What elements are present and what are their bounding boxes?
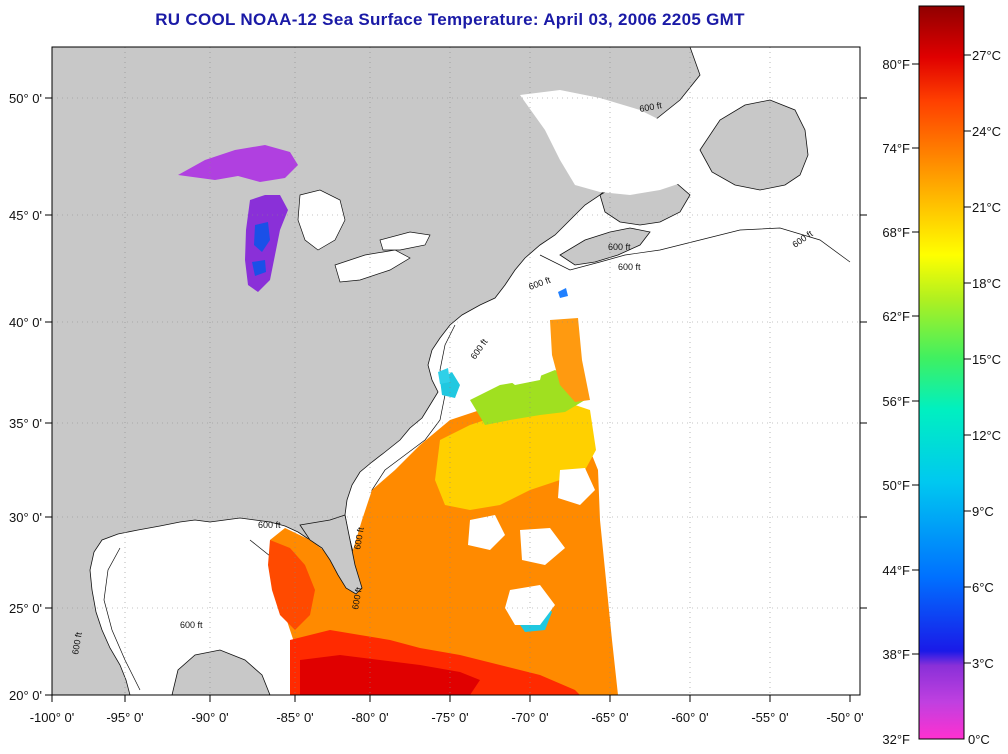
land-yucatan xyxy=(171,649,271,695)
fahrenheit-label: 80°F xyxy=(882,57,910,72)
celsius-label: 15°C xyxy=(972,352,1001,367)
contour-label: 600 ft xyxy=(258,520,281,530)
lake-ontario xyxy=(379,231,431,251)
fahrenheit-label: 56°F xyxy=(882,394,910,409)
lat-axis: 50° 0' 45° 0' 40° 0' 35° 0' 30° 0' 25° 0… xyxy=(9,91,42,703)
lat-tick-label: 30° 0' xyxy=(9,510,42,525)
fahrenheit-label: 32°F xyxy=(882,732,910,747)
celsius-label: 24°C xyxy=(972,124,1001,139)
celsius-label: 0°C xyxy=(968,732,990,747)
contour-label: 600 ft xyxy=(608,242,631,252)
plot-frame xyxy=(51,46,861,696)
fahrenheit-label: 50°F xyxy=(882,478,910,493)
celsius-label: 12°C xyxy=(972,428,1001,443)
celsius-label: 18°C xyxy=(972,276,1001,291)
celsius-label: 27°C xyxy=(972,48,1001,63)
sst-east-edge-orange xyxy=(550,318,590,402)
lat-tick-label: 50° 0' xyxy=(9,91,42,106)
sst-chesapeake-cyan xyxy=(438,368,450,384)
contour-label: 600 ft xyxy=(70,631,84,655)
sst-white-clouds xyxy=(468,345,595,625)
celsius-label: 21°C xyxy=(972,200,1001,215)
land-nova-scotia xyxy=(559,227,651,266)
lat-tick-label: 45° 0' xyxy=(9,208,42,223)
lon-tick-label: -70° 0' xyxy=(511,710,548,725)
colorbar-celsius-labels: 27°C 24°C 21°C 18°C 15°C 12°C 9°C 6°C 3°… xyxy=(968,48,1001,747)
lake-erie xyxy=(334,249,411,283)
lon-tick-label: -90° 0' xyxy=(191,710,228,725)
fahrenheit-label: 38°F xyxy=(882,647,910,662)
colorbar xyxy=(918,5,965,740)
lon-tick-label: -85° 0' xyxy=(276,710,313,725)
land-florida xyxy=(299,514,363,595)
lat-tick-label: 40° 0' xyxy=(9,315,42,330)
contour-label: 600 ft xyxy=(350,586,364,610)
lat-tick-label: 25° 0' xyxy=(9,601,42,616)
colorbar-ticks xyxy=(912,54,971,664)
fahrenheit-label: 68°F xyxy=(882,225,910,240)
fahrenheit-label: 62°F xyxy=(882,309,910,324)
lon-tick-label: -60° 0' xyxy=(671,710,708,725)
contour-label: 600 ft xyxy=(352,526,366,550)
sst-red-gulf-east xyxy=(268,540,315,630)
fahrenheit-label: 74°F xyxy=(882,141,910,156)
graticule xyxy=(52,47,860,695)
lon-tick-label: -100° 0' xyxy=(30,710,75,725)
map-title: RU COOL NOAA-12 Sea Surface Temperature:… xyxy=(155,10,745,29)
land-newfoundland xyxy=(699,99,809,191)
fahrenheit-label: 44°F xyxy=(882,563,910,578)
lat-tick-label: 35° 0' xyxy=(9,416,42,431)
lon-tick-label: -95° 0' xyxy=(106,710,143,725)
lon-tick-label: -75° 0' xyxy=(431,710,468,725)
lon-tick-label: -65° 0' xyxy=(591,710,628,725)
sst-lake-michigan-blue xyxy=(252,222,270,276)
sst-cape-cod-blue xyxy=(558,288,568,298)
celsius-label: 9°C xyxy=(972,504,994,519)
sst-yellow-band xyxy=(435,400,596,510)
lon-tick-label: -55° 0' xyxy=(751,710,788,725)
lake-huron xyxy=(297,189,346,251)
sst-deep-red-caribbean xyxy=(300,655,480,695)
contour-label: 600 ft xyxy=(618,262,641,272)
colorbar-fahrenheit-labels: 80°F 74°F 68°F 62°F 56°F 50°F 44°F 38°F … xyxy=(882,57,910,747)
plot-area: 600 ft 600 ft 600 ft 600 ft 600 ft 600 f… xyxy=(52,47,860,695)
sst-lake-superior xyxy=(178,145,298,182)
contour-north xyxy=(539,227,851,271)
celsius-label: 3°C xyxy=(972,656,994,671)
lon-axis: -100° 0' -95° 0' -90° 0' -85° 0' -80° 0'… xyxy=(30,710,864,725)
lon-tick-label: -80° 0' xyxy=(351,710,388,725)
lon-tick-label: -50° 0' xyxy=(826,710,863,725)
contour-label: 600 ft xyxy=(180,620,203,630)
lat-tick-label: 20° 0' xyxy=(9,688,42,703)
celsius-label: 6°C xyxy=(972,580,994,595)
ticks xyxy=(45,97,867,702)
sst-green-patches xyxy=(470,370,585,425)
contour-label: 600 ft xyxy=(639,100,663,114)
